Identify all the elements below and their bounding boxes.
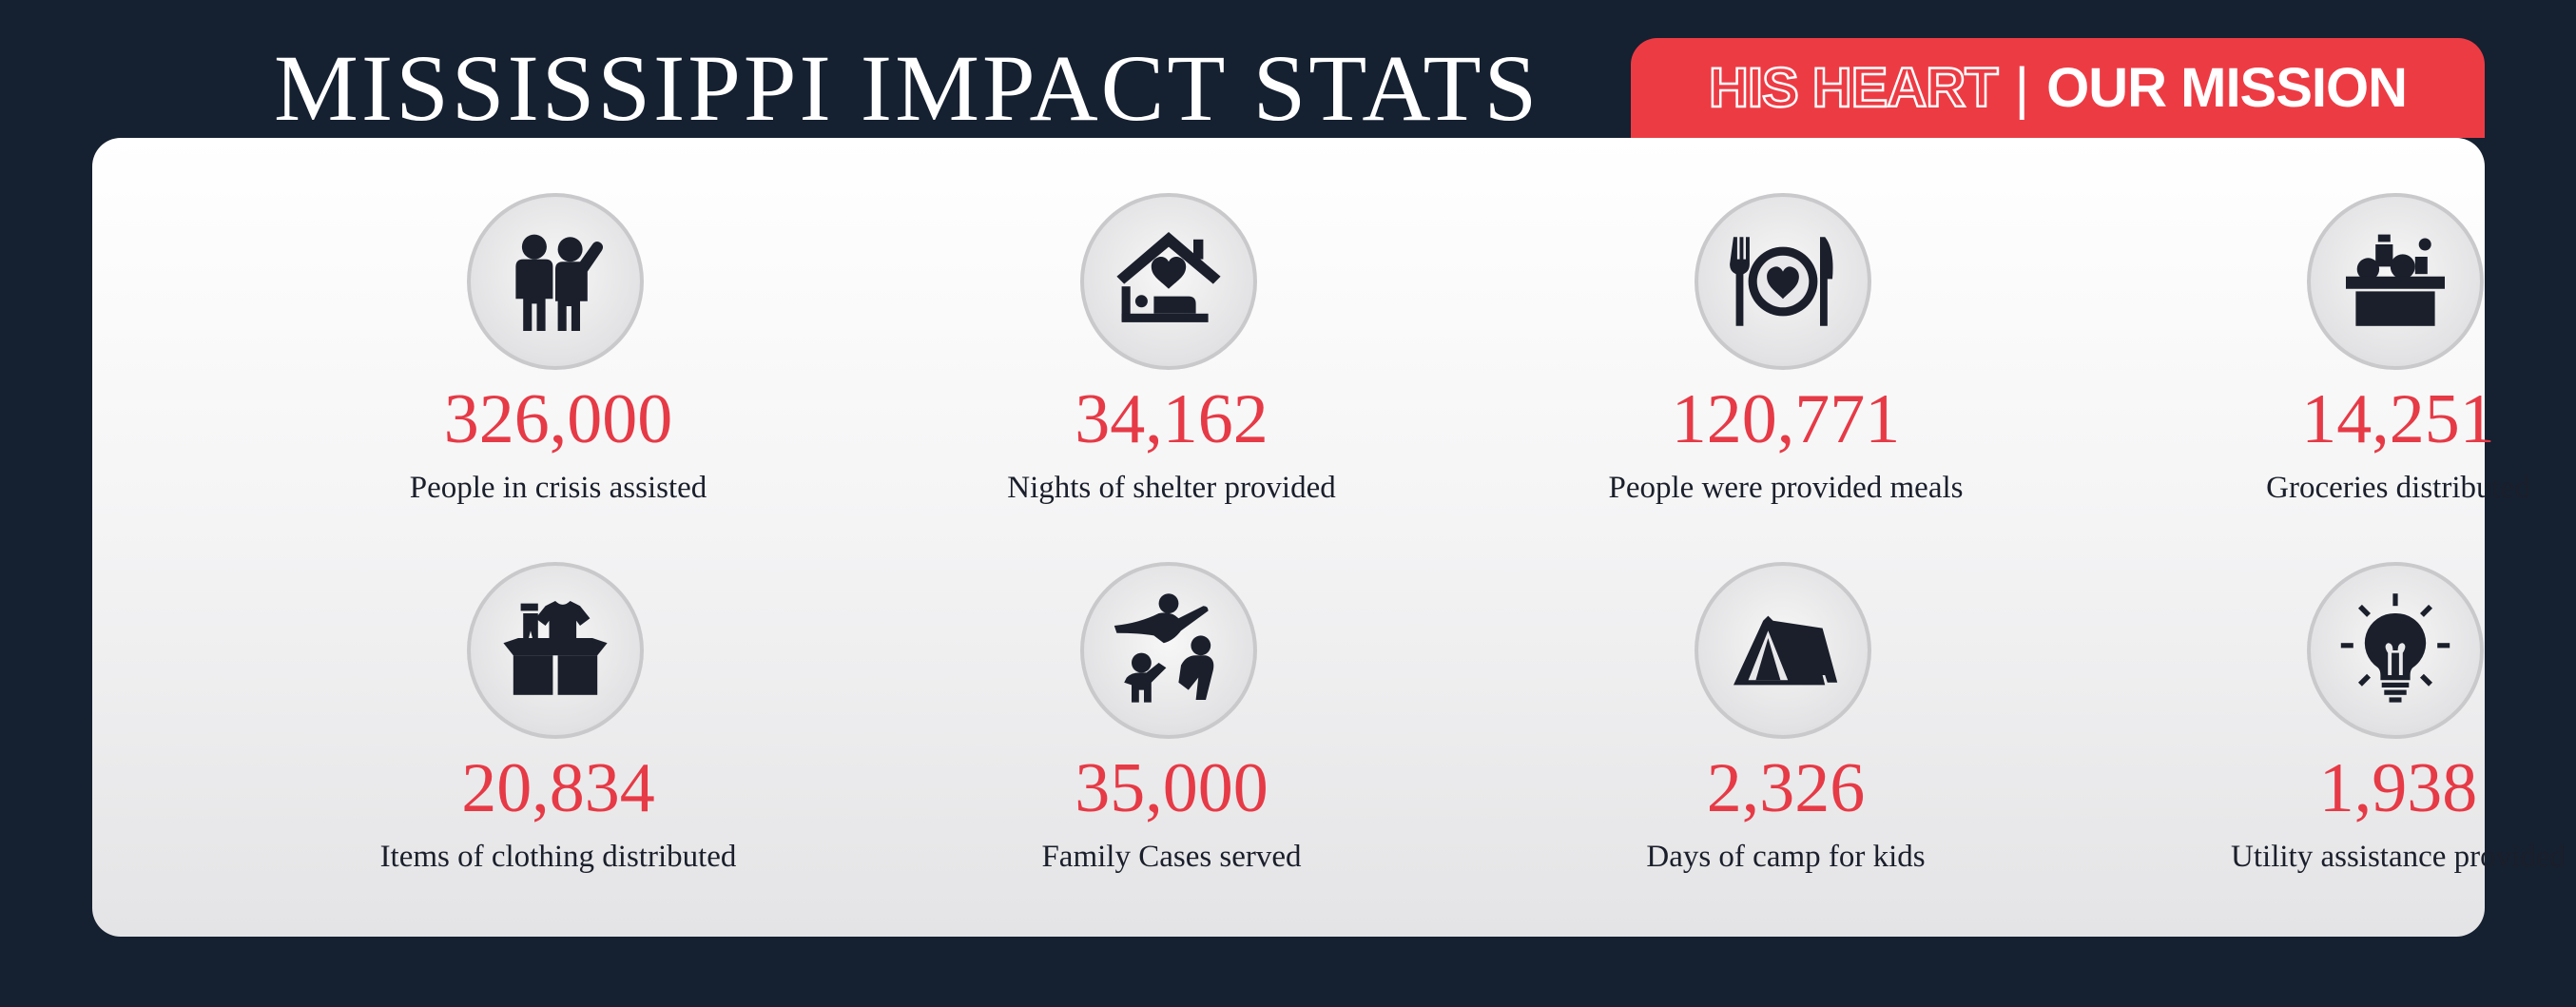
stat-label: Items of clothing distributed (379, 840, 737, 874)
tent-icon (1695, 562, 1871, 739)
stat-value: 14,251 (2301, 380, 2495, 458)
stat-camp-days: 2,326 Days of camp for kids (1501, 562, 2071, 904)
clothing-box-icon (467, 562, 644, 739)
badge-separator: | (2014, 56, 2030, 120)
people-icon (467, 193, 644, 370)
stat-groceries: 14,251 Groceries distributed (2113, 193, 2576, 535)
page-title: MISSISSIPPI IMPACT STATS (274, 35, 1540, 141)
stat-value: 35,000 (1075, 749, 1269, 827)
stat-value: 1,938 (2318, 749, 2478, 827)
plate-heart-icon (1695, 193, 1871, 370)
stat-family-cases: 35,000 Family Cases served (886, 562, 1457, 904)
badge-our-mission: OUR MISSION (2046, 57, 2408, 119)
stat-value: 120,771 (1671, 380, 1901, 458)
stat-label: Nights of shelter provided (1007, 471, 1336, 505)
badge-his-heart: HIS HEART (1708, 56, 2000, 121)
mission-badge: HIS HEART | OUR MISSION (1631, 38, 2485, 138)
stat-shelter-nights: 34,162 Nights of shelter provided (886, 193, 1457, 535)
stat-people-assisted: 326,000 People in crisis assisted (273, 193, 843, 535)
lightbulb-icon (2307, 562, 2484, 739)
stat-value: 2,326 (1706, 749, 1866, 827)
stat-label: Days of camp for kids (1646, 840, 1926, 874)
family-icon (1080, 562, 1257, 739)
stat-value: 34,162 (1075, 380, 1269, 458)
grocery-box-icon (2307, 193, 2484, 370)
stat-clothing: 20,834 Items of clothing distributed (273, 562, 843, 904)
stat-utility: 1,938 Utility assistance provided (2113, 562, 2576, 904)
stat-label: People in crisis assisted (409, 471, 707, 505)
stat-value: 326,000 (443, 380, 673, 458)
stat-value: 20,834 (461, 749, 655, 827)
stat-meals: 120,771 People were provided meals (1501, 193, 2071, 535)
stat-label: Family Cases served (1041, 840, 1302, 874)
stat-label: Groceries distributed (2266, 471, 2530, 505)
stat-label: Utility assistance provided (2231, 840, 2566, 874)
house-heart-icon (1080, 193, 1257, 370)
stats-panel: 326,000 People in crisis assisted 34,162… (92, 138, 2566, 937)
stat-label: People were provided meals (1608, 471, 1964, 505)
